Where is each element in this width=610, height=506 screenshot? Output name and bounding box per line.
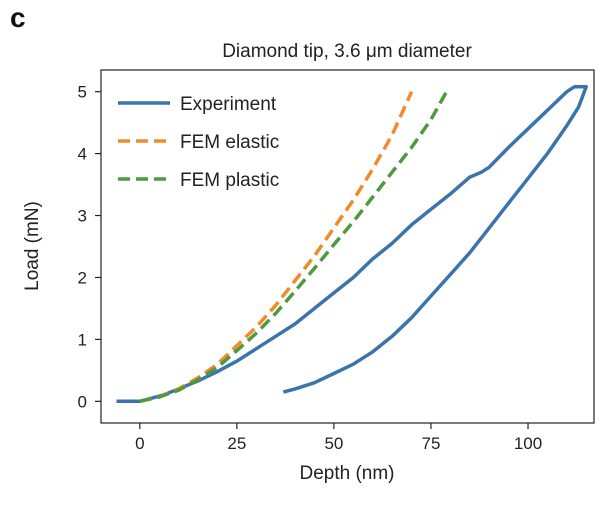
y-axis-label: Load (mN) [22, 201, 43, 291]
y-tick-label: 1 [78, 330, 87, 349]
panel-label: c [10, 2, 26, 33]
y-tick-label: 0 [78, 392, 87, 411]
y-tick-label: 3 [78, 207, 87, 226]
x-tick-label: 100 [514, 434, 542, 453]
series-lines [116, 84, 588, 404]
series-experiment [116, 84, 588, 404]
y-tick-label: 2 [78, 268, 87, 287]
legend: Experiment FEM elastic FEM plastic [118, 94, 279, 191]
x-tick-label: 50 [324, 434, 343, 453]
x-axis-label: Depth (nm) [299, 463, 394, 484]
series-fem-elastic [139, 90, 414, 404]
legend-label: FEM plastic [180, 170, 279, 191]
legend-label: FEM elastic [180, 132, 279, 153]
chart-title: Diamond tip, 3.6 μm diameter [222, 41, 472, 62]
axis-ticks: 0 25 50 75 100 0 1 2 3 4 5 [78, 83, 543, 453]
plot-frame [100, 69, 595, 424]
x-tick-label: 0 [135, 434, 144, 453]
y-tick-label: 4 [78, 145, 87, 164]
x-tick-label: 25 [227, 434, 246, 453]
legend-label: Experiment [180, 94, 277, 115]
x-tick-label: 75 [421, 434, 440, 453]
series-fem-plastic [139, 90, 449, 404]
y-tick-label: 5 [78, 83, 87, 102]
